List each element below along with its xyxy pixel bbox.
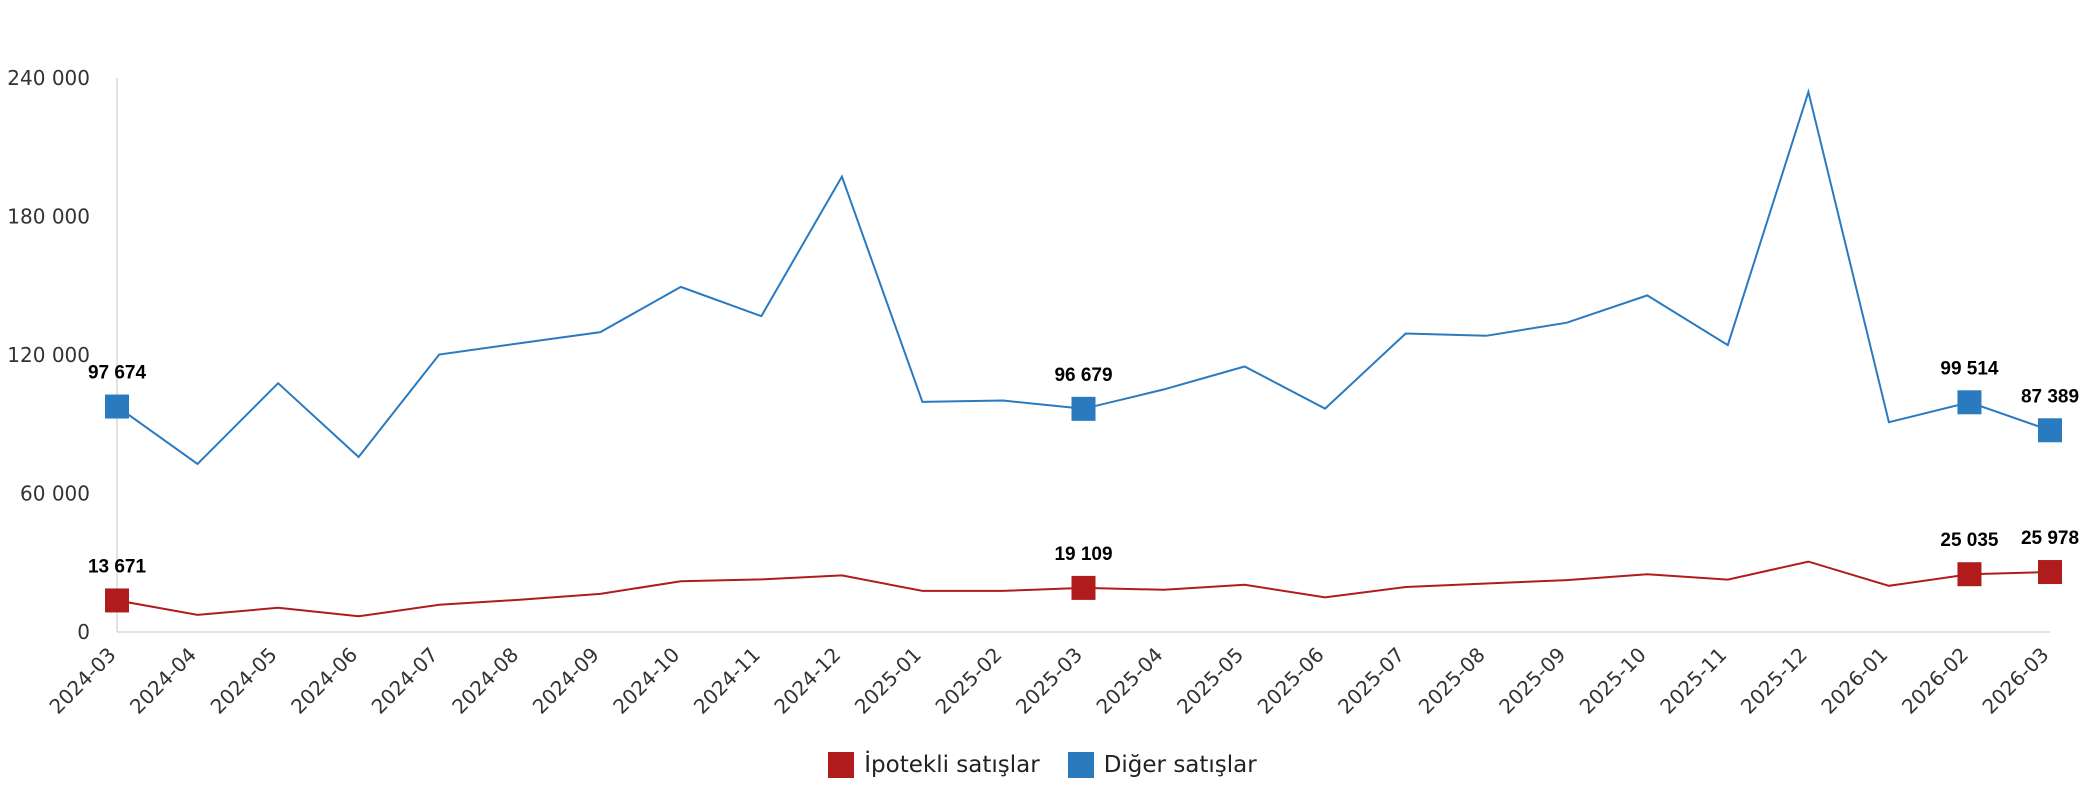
x-tick-label: 2025-12: [1736, 643, 1812, 719]
data-label: 19 109: [1054, 544, 1112, 565]
legend-label-ipotekli: İpotekli satışlar: [864, 752, 1040, 778]
data-label: 97 674: [88, 363, 147, 384]
x-tick-label: 2026-03: [1977, 643, 2053, 719]
data-point-marker: [1071, 575, 1096, 600]
data-label: 13 671: [88, 556, 147, 577]
data-labels: 13 671 19 109 25 035 25 978 97 674 96 679 99 5…: [88, 358, 2079, 577]
x-tick-label: 2024-10: [608, 643, 684, 719]
data-point-marker: [105, 588, 129, 613]
x-tick-label: 2025-05: [1172, 643, 1248, 719]
x-tick-label: 2024-04: [125, 643, 201, 719]
x-tick-label: 2025-09: [1494, 643, 1570, 719]
x-tick-label: 2024-06: [286, 643, 362, 719]
y-tick-label: 180 000: [7, 205, 90, 229]
x-tick-label: 2025-08: [1414, 643, 1490, 719]
data-point-marker: [1957, 390, 1982, 415]
y-axis-ticks: 0 60 000 120 000 180 000 240 000: [7, 66, 90, 644]
x-tick-label: 2025-11: [1655, 643, 1731, 719]
y-tick-label: 60 000: [20, 482, 90, 506]
series-layer: [105, 88, 2062, 618]
data-label: 25 035: [1940, 530, 1999, 551]
x-tick-label: 2025-04: [1092, 643, 1168, 719]
x-tick-label: 2025-02: [930, 643, 1006, 719]
data-label: 99 514: [1940, 358, 1999, 379]
legend-item-diger[interactable]: Diğer satışlar: [1067, 752, 1257, 778]
legend-label-diger: Diğer satışlar: [1103, 752, 1257, 778]
x-tick-label: 2025-10: [1575, 643, 1651, 719]
x-tick-label: 2024-07: [367, 643, 443, 719]
data-label: 25 978: [2021, 528, 2079, 549]
x-tick-label: 2024-09: [528, 643, 604, 719]
x-tick-label: 2025-06: [1253, 643, 1329, 719]
x-tick-label: 2026-01: [1816, 643, 1892, 719]
legend: İpotekli satışlar Diğer satışlar: [0, 752, 2085, 778]
data-point-marker: [2038, 560, 2062, 585]
legend-item-ipotekli[interactable]: İpotekli satışlar: [828, 752, 1040, 778]
x-tick-label: 2025-01: [850, 643, 926, 719]
data-point-marker: [2038, 418, 2062, 443]
x-tick-label: 2024-08: [447, 643, 523, 719]
y-tick-label: 0: [77, 620, 90, 644]
y-tick-label: 120 000: [7, 343, 90, 367]
legend-swatch-diger: [1067, 752, 1094, 778]
data-point-marker: [1957, 562, 1982, 587]
x-tick-label: 2024-05: [206, 643, 282, 719]
data-point-marker: [1071, 396, 1096, 421]
x-tick-label: 2025-03: [1011, 643, 1087, 719]
data-label: 87 389: [2021, 386, 2079, 407]
x-tick-label: 2026-02: [1897, 643, 1973, 719]
y-tick-label: 240 000: [7, 66, 90, 90]
x-tick-label: 2024-12: [769, 643, 845, 719]
x-axis-ticks: 2024-03 2024-04 2024-05 2024-06 2024-07 2024-…: [44, 643, 2053, 719]
legend-swatch-ipotekli: [828, 752, 855, 778]
data-label: 96 679: [1054, 365, 1112, 386]
x-tick-label: 2025-07: [1333, 643, 1409, 719]
x-tick-label: 2024-03: [44, 643, 120, 719]
data-point-marker: [105, 394, 129, 419]
x-tick-label: 2024-11: [689, 643, 765, 719]
